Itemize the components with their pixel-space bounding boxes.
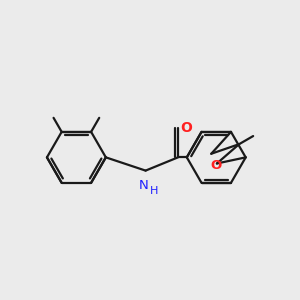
Text: O: O — [210, 159, 221, 172]
Text: O: O — [180, 121, 192, 135]
Text: N: N — [139, 179, 149, 192]
Text: H: H — [150, 186, 158, 196]
